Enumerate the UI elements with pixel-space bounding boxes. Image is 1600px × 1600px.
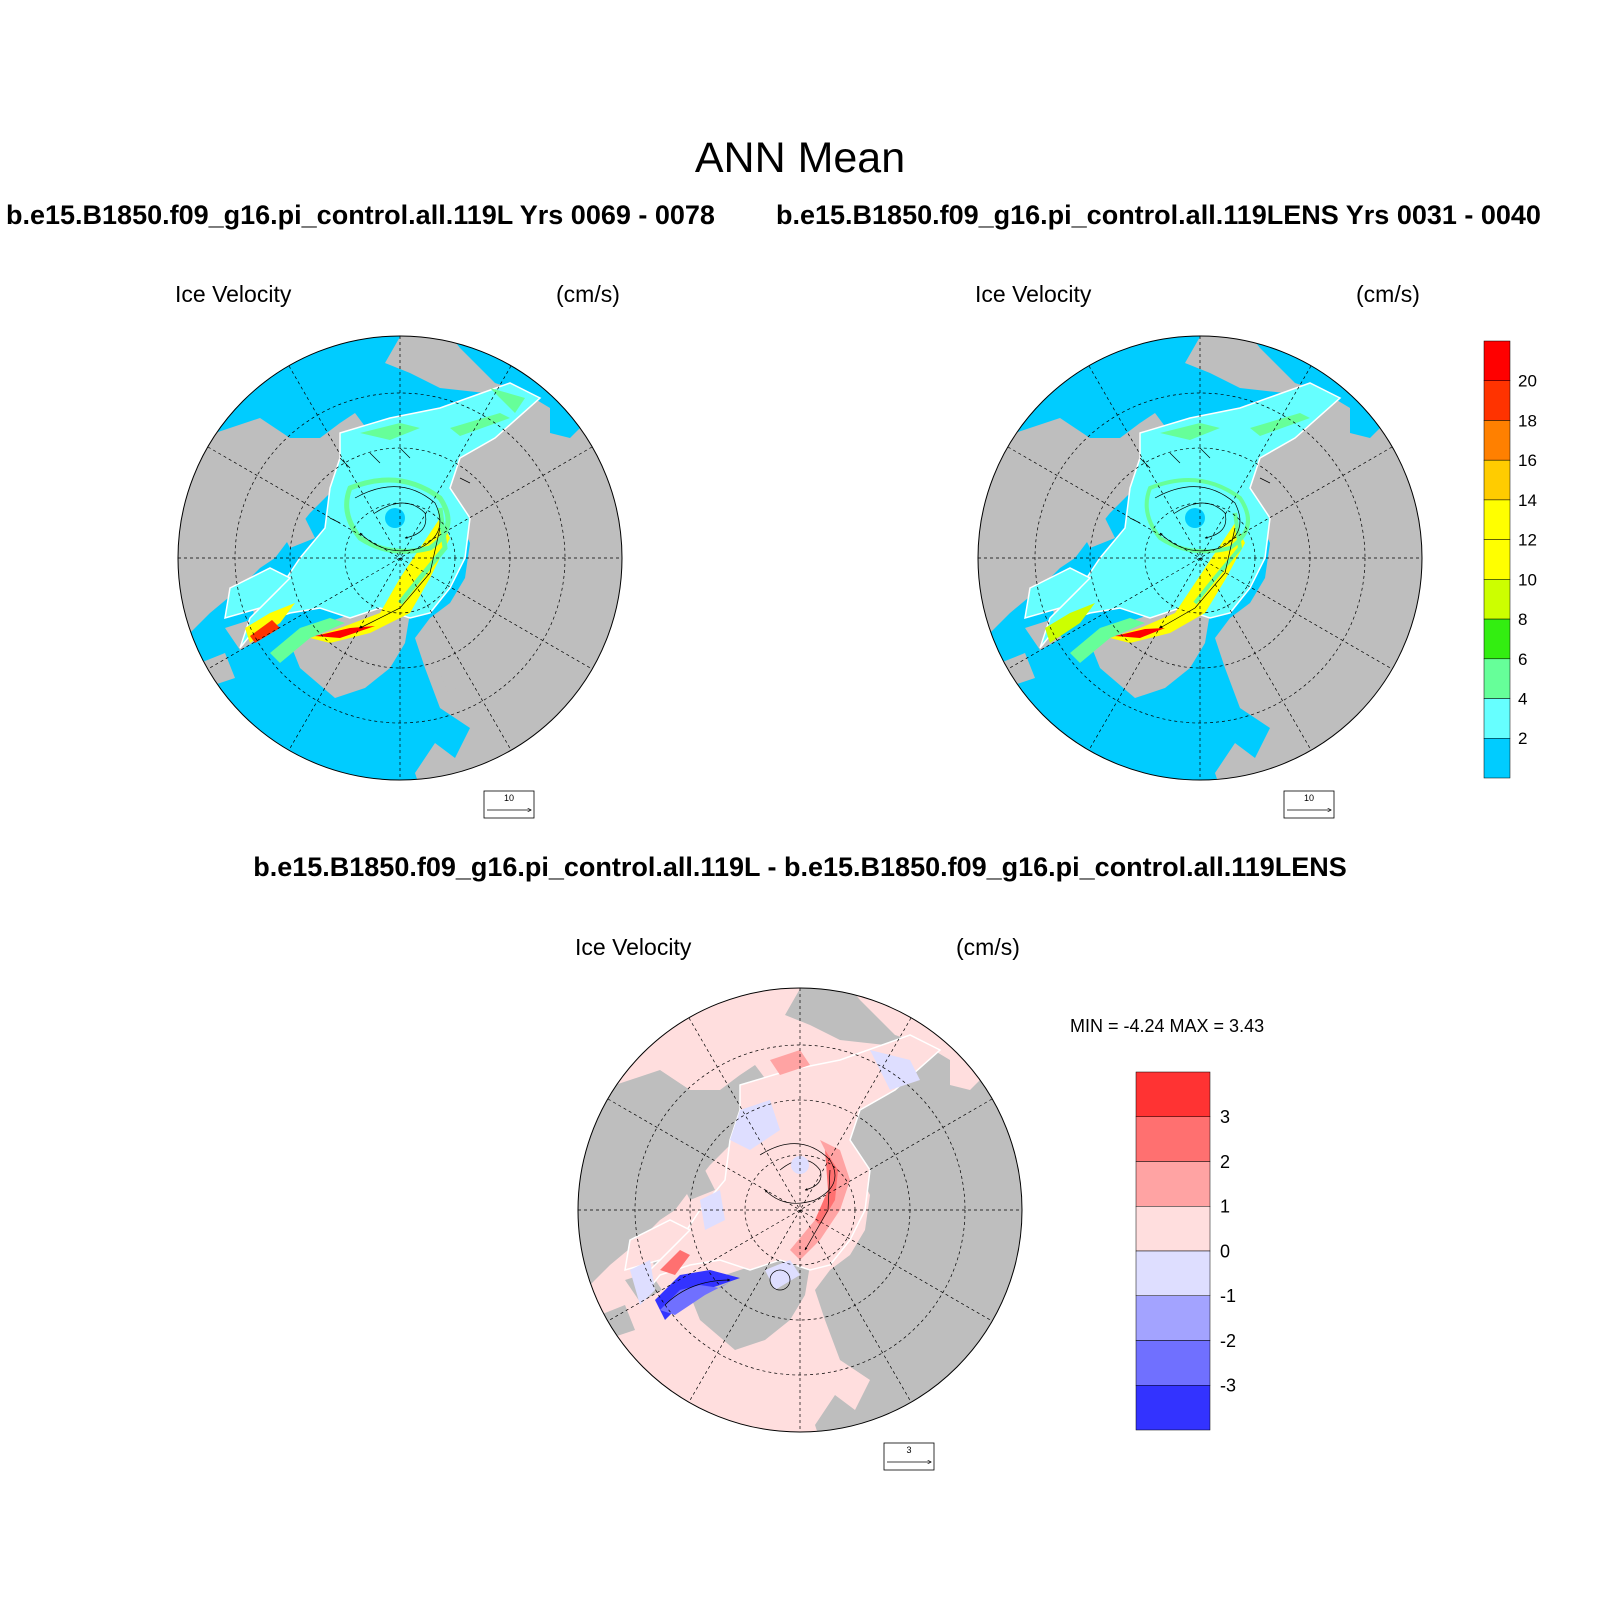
colorbar-main-swatch xyxy=(1483,738,1511,779)
variable-label-right: Ice Velocity xyxy=(975,281,1092,307)
colorbar-diff-tick-label: -3 xyxy=(1220,1376,1236,1396)
colorbar-main-swatch xyxy=(1483,459,1511,501)
graticule-diff xyxy=(578,988,1022,1432)
colorbar-main-swatch xyxy=(1483,698,1511,739)
colorbar-main-tick-label: 4 xyxy=(1518,689,1527,708)
colorbar-diff-swatch xyxy=(1135,1116,1211,1162)
colorbar-diff-tick-label: 0 xyxy=(1220,1241,1230,1261)
polar-map-left xyxy=(177,335,623,781)
colorbar-main-swatch xyxy=(1483,618,1511,660)
reference-vector-left: 10 xyxy=(483,790,535,819)
colorbar-main-tick-label: 18 xyxy=(1518,411,1537,430)
diff-title: b.e15.B1850.f09_g16.pi_control.all.119L … xyxy=(253,852,1347,882)
colorbar-main-swatch xyxy=(1483,380,1511,421)
reference-vector-label-diff: 3 xyxy=(906,1445,911,1455)
colorbar-main-tick-label: 14 xyxy=(1518,491,1537,510)
colorbar-main-swatch xyxy=(1483,579,1511,620)
colorbar-main-swatch xyxy=(1483,539,1511,580)
ice-field-left xyxy=(224,382,541,663)
ice-field-right xyxy=(1024,382,1341,663)
colorbar-diff-tick-label: 2 xyxy=(1220,1152,1230,1172)
colorbar-diff-swatch xyxy=(1135,1250,1211,1296)
colorbar-diff-tick-label: -1 xyxy=(1220,1286,1236,1306)
units-label-right: (cm/s) xyxy=(1356,281,1420,307)
colorbar-main: 20 18 16 14 12 10 8 6 4 2 xyxy=(1483,340,1537,779)
min-max-stats: MIN = -4.24 MAX = 3.43 xyxy=(1070,1016,1265,1036)
colorbar-main-swatch xyxy=(1483,499,1511,540)
variable-label-left: Ice Velocity xyxy=(175,281,292,307)
colorbar-main-tick-label: 6 xyxy=(1518,650,1527,669)
units-label-left: (cm/s) xyxy=(556,281,620,307)
colorbar-main-tick-label: 2 xyxy=(1518,729,1527,748)
graticule-right xyxy=(978,336,1422,780)
colorbar-diff-tick-label: -2 xyxy=(1220,1331,1236,1351)
colorbar-diff-swatch xyxy=(1135,1161,1211,1207)
colorbar-diff-tick-label: 1 xyxy=(1220,1197,1230,1217)
polar-map-right xyxy=(977,335,1423,781)
colorbar-main-tick-label: 8 xyxy=(1518,610,1527,629)
polar-map-diff xyxy=(577,987,1023,1433)
colorbar-main-swatch xyxy=(1483,658,1511,699)
case-title-left: b.e15.B1850.f09_g16.pi_control.all.119L … xyxy=(6,200,715,230)
colorbar-main-swatch xyxy=(1483,340,1511,381)
ice-field-diff xyxy=(624,1034,941,1320)
colorbar-main-tick-label: 10 xyxy=(1518,570,1537,589)
colorbar-main-tick-label: 12 xyxy=(1518,531,1537,550)
colorbar-diff: 3 2 1 0 -1 -2 -3 xyxy=(1135,1071,1236,1431)
graticule-left xyxy=(178,336,622,780)
reference-vector-right: 10 xyxy=(1283,790,1335,819)
colorbar-diff-swatch xyxy=(1135,1385,1211,1431)
colorbar-diff-swatch xyxy=(1135,1340,1211,1386)
units-label-diff: (cm/s) xyxy=(956,934,1020,960)
colorbar-diff-swatch xyxy=(1135,1071,1211,1117)
colorbar-main-tick-label: 16 xyxy=(1518,451,1537,470)
reference-vector-label-right: 10 xyxy=(1304,793,1314,803)
colorbar-main-tick-label: 20 xyxy=(1518,372,1537,391)
colorbar-main-swatch xyxy=(1483,420,1511,461)
reference-vector-diff: 3 xyxy=(883,1442,935,1471)
colorbar-diff-swatch xyxy=(1135,1206,1211,1252)
variable-label-diff: Ice Velocity xyxy=(575,934,692,960)
colorbar-diff-tick-label: 3 xyxy=(1220,1107,1230,1127)
reference-vector-label-left: 10 xyxy=(504,793,514,803)
case-title-right: b.e15.B1850.f09_g16.pi_control.all.119LE… xyxy=(776,200,1541,230)
main-title: ANN Mean xyxy=(694,134,906,182)
colorbar-diff-swatch xyxy=(1135,1295,1211,1341)
